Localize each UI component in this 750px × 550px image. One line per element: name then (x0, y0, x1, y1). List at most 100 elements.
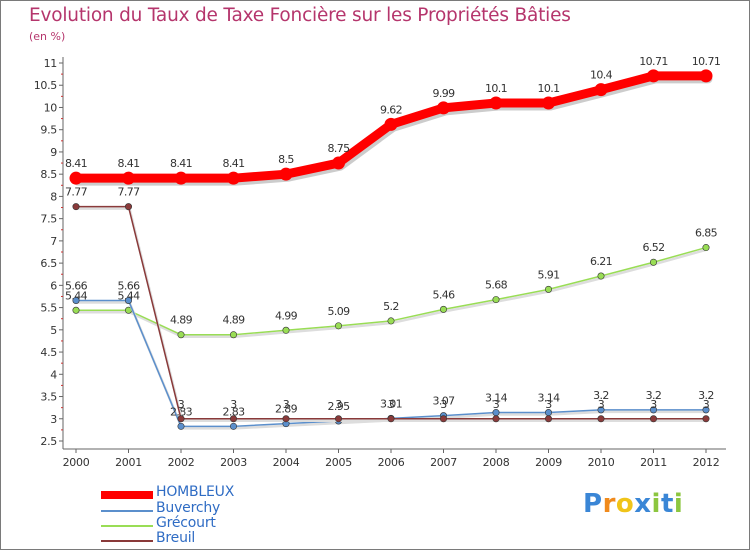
data-label: 3.14 (537, 392, 560, 405)
data-label: 5.44 (65, 289, 88, 302)
data-point (125, 203, 133, 211)
data-point (492, 296, 500, 304)
legend-item: Buverchy (101, 500, 321, 518)
data-label: 2.83 (170, 405, 193, 418)
legend-item: Grécourt (101, 515, 321, 533)
data-label: 9.99 (432, 87, 455, 100)
data-label: 5.09 (327, 305, 350, 318)
y-tick-label: 6.5 (40, 257, 57, 270)
data-label: 8.41 (117, 157, 139, 170)
y-tick-label: 2.5 (40, 435, 57, 448)
data-label: 4.89 (222, 314, 245, 327)
data-label: 3 (703, 398, 710, 411)
data-point (597, 272, 605, 280)
y-tick-label: 5.5 (40, 302, 57, 315)
legend-label: Grécourt (156, 515, 216, 531)
x-tick-label: 2002 (168, 456, 195, 469)
data-point (649, 415, 657, 423)
legend-item: Breuil (101, 530, 321, 548)
data-label: 3 (545, 398, 552, 411)
data-point (702, 244, 710, 252)
data-point (384, 117, 398, 131)
data-point (230, 422, 238, 430)
y-tick-label: 9.5 (40, 124, 57, 137)
y-tick-label: 11 (44, 57, 57, 70)
y-tick-label: 8 (50, 190, 57, 203)
data-label: 2.83 (222, 405, 245, 418)
y-tick-label: 8.5 (40, 168, 57, 181)
data-point (597, 406, 605, 414)
data-point (702, 415, 710, 423)
data-label: 3 (650, 398, 657, 411)
data-label: 5.2 (383, 300, 399, 313)
x-tick-label: 2005 (325, 456, 352, 469)
data-label: 4.89 (170, 314, 193, 327)
data-label: 8.75 (327, 142, 350, 155)
data-label: 3.01 (380, 397, 402, 410)
data-point (230, 415, 238, 423)
y-tick-label: 7.5 (40, 213, 57, 226)
data-label: 8.41 (65, 157, 87, 170)
data-point (334, 322, 342, 330)
data-point (177, 415, 185, 423)
data-label: 3 (335, 398, 342, 411)
data-point (544, 285, 552, 293)
y-tick-label: 10 (44, 101, 58, 114)
data-point (439, 415, 447, 423)
data-label: 3 (178, 398, 185, 411)
y-tick-label: 6 (50, 279, 57, 292)
data-label: 10.4 (590, 69, 613, 82)
data-label: 3 (230, 398, 237, 411)
x-tick-label: 2000 (63, 456, 90, 469)
data-label: 2.89 (275, 403, 298, 416)
data-label: 3.14 (485, 392, 508, 405)
x-tick-label: 2011 (640, 456, 667, 469)
data-label: 5.91 (537, 268, 559, 281)
data-label: 6.85 (695, 227, 718, 240)
data-point (227, 171, 240, 185)
logo-letter: i (673, 489, 684, 519)
legend-swatch (101, 491, 153, 499)
x-tick-label: 2004 (273, 456, 300, 469)
data-label: 6.21 (590, 255, 612, 268)
data-label: 3 (283, 398, 290, 411)
data-label: 8.41 (170, 157, 192, 170)
data-label: 3 (598, 398, 605, 411)
legend-swatch (101, 540, 153, 542)
data-point (387, 415, 395, 423)
data-point (279, 167, 293, 181)
logo-letter: o (615, 489, 635, 519)
data-point (699, 69, 713, 83)
data-label: 5.66 (65, 279, 88, 292)
data-label: 4.99 (275, 309, 298, 322)
proxiti-logo: Proxiti (583, 489, 683, 519)
data-label: 5.66 (117, 279, 140, 292)
data-point (594, 83, 608, 97)
data-point (387, 317, 395, 325)
data-point (174, 171, 188, 185)
data-point (649, 258, 657, 266)
data-label: 10.71 (639, 55, 668, 68)
data-label: 9.62 (380, 103, 402, 116)
data-point (72, 306, 80, 314)
data-label: 3.2 (698, 389, 714, 402)
data-point (542, 96, 555, 110)
logo-letter: x (634, 489, 652, 519)
data-point (122, 171, 135, 185)
logo-letter: i (651, 489, 661, 519)
data-label: 3.2 (593, 389, 609, 402)
data-label: 6.52 (642, 241, 664, 254)
chart-title: Evolution du Taux de Taxe Foncière sur l… (29, 5, 571, 26)
logo-letter: t (660, 489, 674, 519)
data-label: 2.95 (327, 400, 350, 413)
y-tick-label: 4 (50, 368, 57, 381)
y-tick-label: 3.5 (40, 391, 57, 404)
legend-label: HOMBLEUX (156, 484, 235, 500)
logo-letter: r (602, 489, 616, 519)
x-tick-label: 2006 (378, 456, 405, 469)
data-point (439, 305, 447, 313)
x-tick-label: 2007 (430, 456, 457, 469)
data-point (230, 331, 238, 339)
